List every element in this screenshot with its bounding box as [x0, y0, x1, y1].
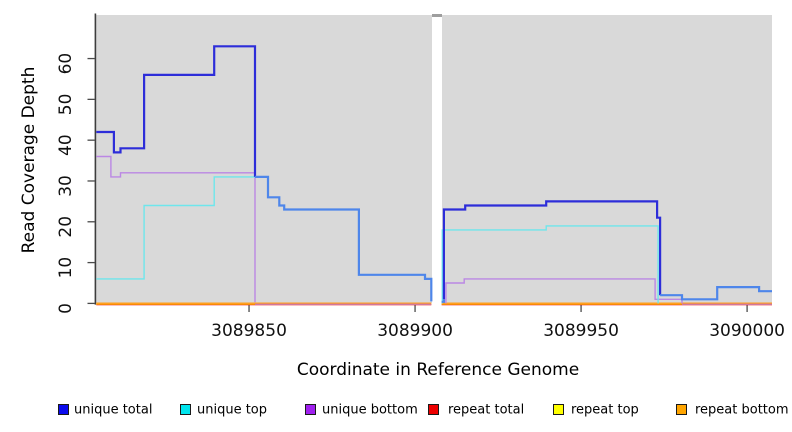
y-tick-label: 50 — [56, 94, 76, 116]
unique-bottom-line — [445, 278, 683, 304]
legend-swatch-unique-total — [58, 404, 69, 415]
y-tick-label: 30 — [56, 175, 76, 197]
unique-total-(over-top-strand)-line — [255, 175, 433, 302]
legend-swatch-repeat-top — [553, 404, 564, 415]
x-axis-title: Coordinate in Reference Genome — [296, 360, 580, 380]
x-tick-label: 3089950 — [543, 321, 619, 341]
unique-total-(over-top-strand)-line — [660, 286, 772, 301]
unique-top-line — [96, 176, 255, 280]
unique-total-line — [442, 200, 662, 300]
unique-top-line — [441, 225, 659, 304]
y-tick-label: 40 — [56, 134, 76, 156]
unique-total-line — [96, 45, 257, 177]
legend-swatch-repeat-total — [428, 404, 439, 415]
legend-label: unique top — [197, 402, 268, 418]
legend-label: unique total — [74, 402, 153, 418]
y-tick-label: 10 — [56, 257, 76, 279]
legend-label: repeat bottom — [695, 402, 789, 418]
y-tick-label: 0 — [56, 303, 76, 314]
x-tick-label: 3089850 — [211, 321, 287, 341]
coverage-gap-band — [431, 16, 442, 304]
y-tick-label: 20 — [56, 216, 76, 238]
x-tick-label: 3090000 — [709, 321, 785, 341]
legend-label: repeat top — [571, 402, 639, 418]
legend-swatch-unique-top — [180, 404, 191, 415]
unique-bottom-line — [96, 155, 256, 303]
y-axis-title: Read Coverage Depth — [19, 66, 39, 254]
legend-label: repeat total — [448, 402, 525, 418]
legend-swatch-unique-bottom — [305, 404, 316, 415]
x-tick-label: 3089900 — [377, 321, 453, 341]
legend-swatch-repeat-bottom — [676, 404, 687, 415]
coverage-gap-cap — [431, 14, 442, 17]
y-tick-label: 60 — [56, 53, 76, 75]
legend-label: unique bottom — [322, 402, 418, 418]
unique-total-(over-top-strand)-line — [441, 299, 445, 303]
